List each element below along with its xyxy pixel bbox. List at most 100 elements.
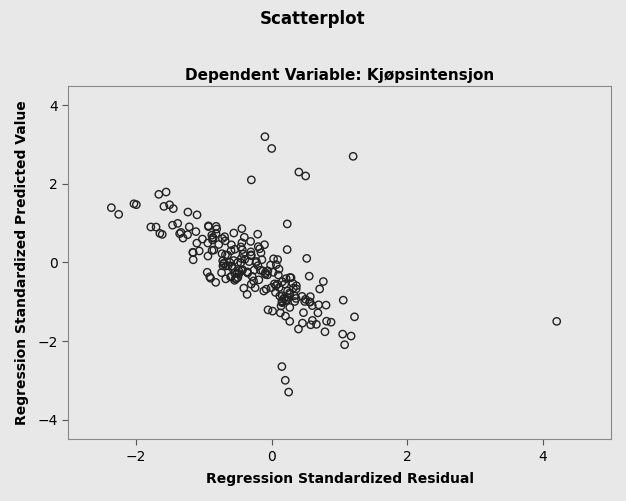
Point [348,152,358,160]
Point [315,285,325,293]
Point [227,273,237,281]
Point [265,261,275,269]
Point [218,257,228,265]
Point [346,332,356,340]
Point [289,284,299,292]
Point [282,245,292,254]
Point [320,328,330,336]
Point [250,284,260,292]
Point [247,273,257,281]
Point [249,277,259,285]
Point [267,307,277,315]
Point [275,309,285,317]
Point [260,133,270,141]
Point [260,269,270,277]
Point [285,289,295,297]
Point [213,240,223,248]
Point [212,225,222,233]
Point [232,269,242,277]
Point [251,258,261,266]
Point [236,255,246,263]
Point [194,247,204,255]
Point [282,297,292,305]
Point [285,317,295,325]
Point [173,219,183,227]
Point [226,246,236,255]
Point [217,269,227,277]
Point [168,221,178,229]
Point [269,268,279,276]
Point [307,317,317,325]
Point [197,235,207,243]
Point [205,274,215,282]
Point [322,317,332,325]
Point [217,234,227,242]
Point [175,229,185,237]
Point [288,280,298,288]
Point [311,320,321,328]
Point [285,304,295,312]
Text: Scatterplot: Scatterplot [260,10,366,28]
Point [254,276,264,284]
Point [272,280,282,288]
Point [285,274,295,282]
Point [229,229,239,237]
Point [228,257,239,265]
Point [219,259,229,267]
Point [285,290,295,298]
Point [159,202,169,210]
Point [225,259,235,267]
Point [225,273,235,281]
X-axis label: Regression Standardized Residual: Regression Standardized Residual [205,472,473,486]
Point [131,201,141,209]
Y-axis label: Regression Standardized Predicted Value: Regression Standardized Predicted Value [15,100,29,425]
Point [253,262,263,270]
Point [253,230,263,238]
Point [157,230,167,238]
Point [227,264,237,272]
Point [300,172,310,180]
Point [314,301,324,309]
Point [184,223,194,231]
Point [256,249,266,257]
Point [277,299,287,307]
Point [209,246,219,254]
Point [244,258,254,266]
Point [223,262,233,270]
Point [151,223,161,231]
Point [233,274,243,282]
Point [297,293,307,301]
Point [291,282,301,290]
Point [266,284,276,292]
Point [221,275,231,283]
Point [217,249,227,258]
Point [337,330,347,338]
Point [300,295,310,303]
Point [237,245,247,254]
Point [232,275,242,283]
Point [274,265,284,273]
Point [305,321,316,329]
Point [282,220,292,228]
Point [307,302,317,310]
Point [230,269,240,277]
Point [234,270,244,278]
Point [203,252,213,260]
Point [211,222,221,230]
Point [294,168,304,176]
Point [146,223,156,231]
Point [249,266,259,274]
Point [280,296,290,304]
Point [168,204,178,212]
Point [218,260,228,268]
Point [271,282,281,290]
Point [236,259,246,267]
Point [106,204,116,212]
Point [271,261,281,269]
Point [273,256,283,264]
Point [300,298,310,306]
Point [349,313,359,321]
Point [274,284,284,292]
Point [233,267,244,275]
Point [183,231,193,239]
